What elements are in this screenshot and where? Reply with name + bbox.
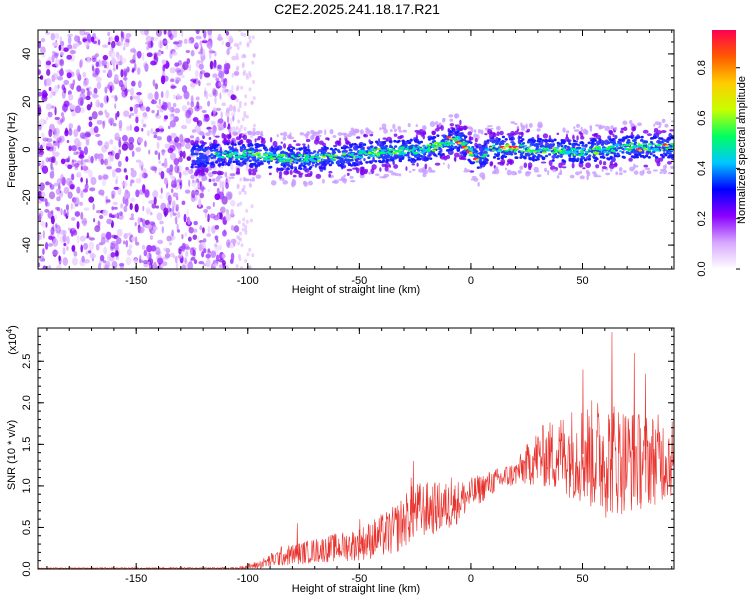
snr-scale-label: (x104) bbox=[5, 325, 19, 355]
snr-x-ticks: -150 -100 -50 0 50 bbox=[46, 328, 673, 585]
snr-frame bbox=[37, 327, 675, 570]
chart-title: C2E2.2025.241.18.17.R21 bbox=[274, 1, 440, 17]
y-tick-label: -20 bbox=[21, 189, 33, 205]
colorbar-tick-label: 0.6 bbox=[696, 110, 708, 125]
x-tick-label: 0 bbox=[468, 573, 474, 585]
y-tick-label: 20 bbox=[21, 96, 33, 108]
x-tick-label: 50 bbox=[576, 275, 588, 287]
colorbar-ticks: 0.0 0.2 0.4 0.6 0.8 bbox=[696, 60, 740, 277]
y-tick-label: 0 bbox=[21, 146, 33, 152]
colorbar-tick-label: 0.2 bbox=[696, 211, 708, 226]
snr-scale-exponent: 4 bbox=[5, 328, 14, 333]
x-tick-label: -50 bbox=[351, 275, 367, 287]
spectrogram-panel: -150 -100 -50 0 50 -40 -20 0 20 40 Height of str… bbox=[6, 29, 675, 296]
snr-y-label: SNR (10 * v/v) bbox=[6, 420, 18, 490]
spectrogram-x-ticks: -150 -100 -50 0 50 bbox=[46, 30, 673, 287]
colorbar-tick-label: 0.4 bbox=[696, 161, 708, 176]
y-tick-label: 2.0 bbox=[21, 395, 33, 410]
colorbar-gradient bbox=[712, 30, 736, 269]
colorbar-label: Normalized spectral amplitude bbox=[736, 76, 748, 224]
y-tick-label: 0.5 bbox=[21, 520, 33, 535]
svg-text:(x104): (x104) bbox=[5, 325, 19, 355]
snr-series-line bbox=[38, 332, 674, 569]
y-tick-label: 1.0 bbox=[21, 478, 33, 493]
snr-scale-prefix: (x10 bbox=[7, 333, 19, 354]
snr-y-ticks: 0.0 0.5 1.0 1.5 2.0 2.5 bbox=[21, 335, 674, 577]
x-tick-label: -150 bbox=[125, 573, 147, 585]
y-tick-label: 1.5 bbox=[21, 437, 33, 452]
spectrogram-y-label: Frequency (Hz) bbox=[6, 112, 18, 188]
x-tick-label: 0 bbox=[468, 275, 474, 287]
y-tick-label: 40 bbox=[21, 48, 33, 60]
y-tick-label: 0.0 bbox=[21, 561, 33, 576]
x-tick-label: 50 bbox=[576, 573, 588, 585]
y-tick-label: 2.5 bbox=[21, 354, 33, 369]
colorbar: 0.0 0.2 0.4 0.6 0.8 Normalized spectral ampl… bbox=[696, 30, 748, 277]
x-tick-label: -50 bbox=[351, 573, 367, 585]
spectrogram-y-ticks: -40 -20 0 20 40 bbox=[21, 29, 674, 270]
colorbar-tick-label: 0.0 bbox=[696, 261, 708, 276]
spectrogram-noise-region bbox=[38, 30, 256, 269]
x-tick-label: -100 bbox=[237, 573, 259, 585]
x-tick-label: -100 bbox=[237, 275, 259, 287]
colorbar-tick-label: 0.8 bbox=[696, 60, 708, 75]
spectrogram-x-label: Height of straight line (km) bbox=[292, 284, 420, 296]
x-tick-label: -150 bbox=[125, 275, 147, 287]
y-tick-label: -40 bbox=[21, 237, 33, 253]
spectrogram-ridge bbox=[190, 113, 674, 188]
snr-panel: -150 -100 -50 0 50 0.0 0.5 1.0 1.5 2.0 2.5 Height… bbox=[5, 325, 675, 595]
snr-x-label: Height of straight line (km) bbox=[292, 583, 420, 595]
